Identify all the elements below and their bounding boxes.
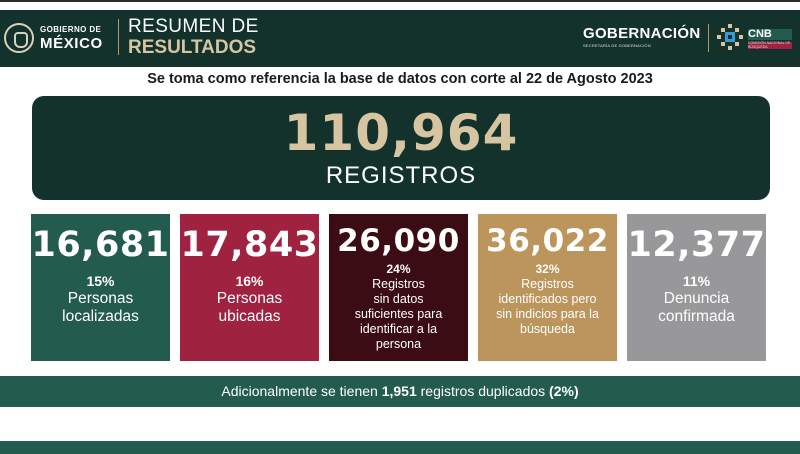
- cnb-logo-icon: [717, 24, 743, 50]
- card-label-line: identificar a la: [359, 322, 438, 336]
- gobernacion-text: GOBERNACIÓN: [583, 25, 701, 42]
- title-line-1: RESUMEN DE: [128, 16, 259, 37]
- duplicates-count: 1,951: [381, 383, 417, 399]
- card-personas-localizadas: 16,681 15% Personas localizadas: [31, 214, 170, 361]
- card-value: 16,681: [31, 225, 170, 265]
- card-personas-ubicadas: 17,843 16% Personas ubicadas: [180, 214, 319, 361]
- card-registros-identificados: 36,022 32% Registros identificados pero …: [478, 214, 617, 361]
- card-percent: 32%: [535, 262, 560, 276]
- coat-of-arms-icon: [4, 23, 34, 53]
- card-value: 17,843: [180, 225, 319, 265]
- card-denuncia-confirmada: 12,377 11% Denuncia confirmada: [627, 214, 766, 361]
- duplicates-prefix: Adicionalmente se tienen: [221, 383, 382, 399]
- page-title: RESUMEN DE RESULTADOS: [128, 17, 259, 57]
- gob-small-text: GOBIERNO DE: [40, 24, 102, 34]
- cnb-logo-text: CNB COMISIÓN NACIONAL DE BÚSQUEDA: [748, 29, 792, 49]
- card-label: Denuncia confirmada: [627, 290, 766, 326]
- card-label: Registros identificados pero sin indicio…: [478, 277, 617, 337]
- header: GOBIERNO DE MÉXICO RESUMEN DE RESULTADOS…: [0, 0, 800, 68]
- card-label-line: Registros: [521, 277, 574, 291]
- card-percent: 24%: [386, 262, 411, 276]
- card-label-line: suficientes para: [354, 307, 443, 321]
- duplicates-middle: registros duplicados: [416, 383, 550, 399]
- header-divider-right: [708, 24, 709, 52]
- total-records-value: 110,964: [283, 104, 519, 162]
- card-label-line: localizadas: [62, 307, 139, 325]
- card-value: 12,377: [627, 225, 766, 265]
- gobernacion-sub-text: SECRETARÍA DE GOBERNACIÓN: [583, 43, 651, 48]
- card-label-line: sin datos: [373, 292, 424, 306]
- card-percent: 11%: [682, 273, 711, 289]
- reference-date-subtitle: Se toma como referencia la base de datos…: [147, 71, 653, 87]
- card-label-line: identificados pero: [498, 292, 597, 306]
- gobierno-mexico-logo: GOBIERNO DE MÉXICO: [4, 14, 112, 62]
- footer-bar: [0, 441, 800, 454]
- card-percent: 15%: [86, 273, 115, 289]
- cnb-sub-text: COMISIÓN NACIONAL DE BÚSQUEDA: [748, 41, 792, 49]
- card-label: Personas localizadas: [31, 290, 170, 326]
- gobernacion-logo: GOBERNACIÓN SECRETARÍA DE GOBERNACIÓN: [583, 26, 700, 48]
- card-value: 26,090: [337, 223, 460, 259]
- header-banner: [0, 10, 800, 67]
- card-registros-sin-datos: 26,090 24% Registros sin datos suficient…: [329, 214, 468, 361]
- title-line-2: RESULTADOS: [128, 37, 257, 58]
- gob-big-text: MÉXICO: [40, 34, 103, 52]
- duplicates-percent: (2%): [549, 383, 579, 399]
- header-divider: [118, 19, 119, 55]
- card-value: 36,022: [486, 223, 609, 259]
- card-label-line: sin indicios para la: [496, 307, 599, 321]
- total-records-label: REGISTROS: [325, 162, 477, 189]
- duplicates-bar: Adicionalmente se tienen 1,951 registros…: [0, 376, 800, 407]
- card-label-line: Denuncia: [663, 290, 730, 307]
- card-label-line: Personas: [67, 290, 134, 307]
- card-label-line: confirmada: [658, 307, 735, 325]
- card-label-line: Personas: [216, 290, 283, 307]
- card-label-line: persona: [375, 337, 422, 351]
- card-percent: 16%: [235, 273, 264, 289]
- card-label-line: ubicadas: [218, 307, 281, 325]
- duplicates-text: Adicionalmente se tienen 1,951 registros…: [0, 383, 800, 399]
- card-label: Registros sin datos suficientes para ide…: [329, 277, 468, 352]
- total-records-box: 110,964 REGISTROS: [32, 96, 770, 200]
- card-label-line: búsqueda: [520, 322, 575, 336]
- card-label-line: Registros: [372, 277, 425, 291]
- card-label: Personas ubicadas: [180, 290, 319, 326]
- cnb-text: CNB: [748, 29, 792, 40]
